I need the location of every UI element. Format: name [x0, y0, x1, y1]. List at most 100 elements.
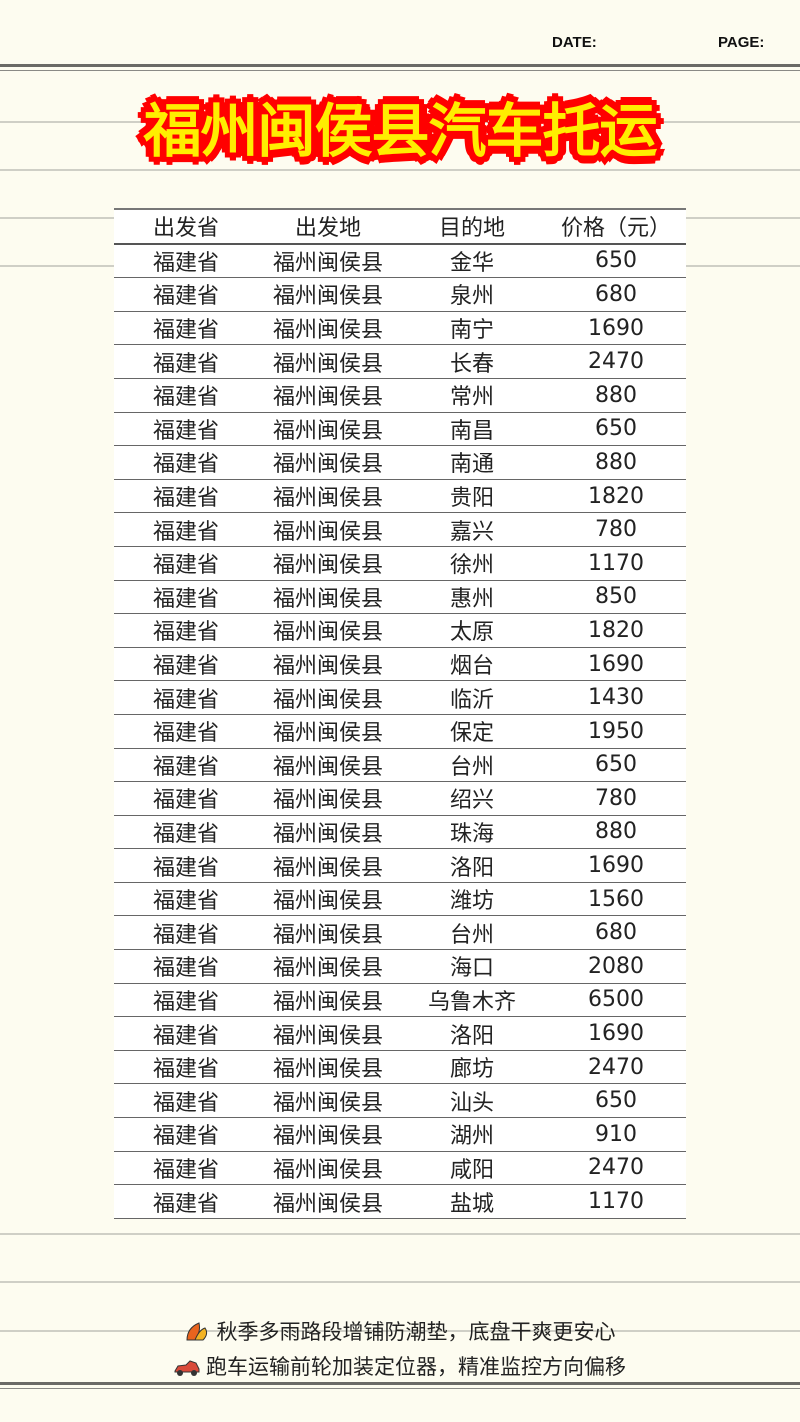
table-row: 福建省 福州闽侯县 廊坊 2470 — [114, 1050, 686, 1085]
table-row: 福建省 福州闽侯县 嘉兴 780 — [114, 512, 686, 547]
destination-cell: 嘉兴 — [398, 512, 546, 547]
origin-cell: 福州闽侯县 — [258, 412, 398, 447]
destination-cell: 咸阳 — [398, 1151, 546, 1186]
origin-cell: 福州闽侯县 — [258, 546, 398, 581]
table-row: 福建省 福州闽侯县 咸阳 2470 — [114, 1151, 686, 1186]
price-cell: 2470 — [546, 344, 686, 379]
origin-cell: 福州闽侯县 — [258, 647, 398, 682]
footer-divider — [0, 1382, 800, 1389]
province-cell: 福建省 — [114, 1050, 258, 1085]
header-divider — [0, 64, 800, 71]
table-row: 福建省 福州闽侯县 南昌 650 — [114, 412, 686, 447]
origin-cell: 福州闽侯县 — [258, 311, 398, 346]
price-cell: 2080 — [546, 949, 686, 984]
destination-cell: 廊坊 — [398, 1050, 546, 1085]
table-row: 福建省 福州闽侯县 海口 2080 — [114, 949, 686, 984]
origin-cell: 福州闽侯县 — [258, 882, 398, 917]
province-cell: 福建省 — [114, 344, 258, 379]
price-cell: 1950 — [546, 714, 686, 749]
destination-cell: 海口 — [398, 949, 546, 984]
origin-cell: 福州闽侯县 — [258, 243, 398, 279]
destination-cell: 长春 — [398, 344, 546, 379]
province-cell: 福建省 — [114, 378, 258, 413]
notebook-line — [0, 1330, 800, 1332]
price-cell: 1690 — [546, 1016, 686, 1051]
date-label: DATE: — [552, 34, 597, 51]
price-cell: 650 — [546, 748, 686, 783]
price-cell: 2470 — [546, 1151, 686, 1186]
table-row: 福建省 福州闽侯县 徐州 1170 — [114, 546, 686, 581]
province-cell: 福建省 — [114, 949, 258, 984]
origin-cell: 福州闽侯县 — [258, 949, 398, 984]
province-cell: 福建省 — [114, 243, 258, 279]
page-label: PAGE: — [718, 34, 765, 51]
origin-cell: 福州闽侯县 — [258, 1050, 398, 1085]
race-car-icon — [174, 1360, 200, 1376]
notebook-line — [0, 1233, 800, 1235]
province-cell: 福建省 — [114, 1016, 258, 1051]
origin-cell: 福州闽侯县 — [258, 344, 398, 379]
origin-cell: 福州闽侯县 — [258, 1151, 398, 1186]
destination-cell: 洛阳 — [398, 848, 546, 883]
table-row: 福建省 福州闽侯县 烟台 1690 — [114, 647, 686, 682]
province-cell: 福建省 — [114, 848, 258, 883]
origin-cell: 福州闽侯县 — [258, 445, 398, 480]
origin-cell: 福州闽侯县 — [258, 378, 398, 413]
price-cell: 680 — [546, 915, 686, 951]
destination-cell: 保定 — [398, 714, 546, 749]
table-row: 福建省 福州闽侯县 保定 1950 — [114, 714, 686, 749]
origin-cell: 福州闽侯县 — [258, 580, 398, 615]
destination-cell: 贵阳 — [398, 479, 546, 514]
table-row: 福建省 福州闽侯县 台州 680 — [114, 915, 686, 951]
price-cell: 1690 — [546, 848, 686, 883]
destination-cell: 乌鲁木齐 — [398, 983, 546, 1018]
table-row: 福建省 福州闽侯县 临沂 1430 — [114, 680, 686, 715]
price-cell: 880 — [546, 815, 686, 850]
origin-cell: 福州闽侯县 — [258, 1117, 398, 1152]
note-line: 秋季多雨路段增铺防潮垫，底盘干爽更安心 — [0, 1316, 800, 1346]
province-cell: 福建省 — [114, 412, 258, 447]
origin-cell: 福州闽侯县 — [258, 1083, 398, 1119]
province-cell: 福建省 — [114, 479, 258, 514]
province-cell: 福建省 — [114, 311, 258, 346]
destination-cell: 南宁 — [398, 311, 546, 346]
table-row: 福建省 福州闽侯县 南宁 1690 — [114, 311, 686, 346]
table-row: 福建省 福州闽侯县 太原 1820 — [114, 613, 686, 648]
province-cell: 福建省 — [114, 1117, 258, 1152]
province-cell: 福建省 — [114, 647, 258, 682]
province-cell: 福建省 — [114, 882, 258, 917]
destination-cell: 洛阳 — [398, 1016, 546, 1051]
origin-cell: 福州闽侯县 — [258, 277, 398, 312]
province-cell: 福建省 — [114, 1083, 258, 1119]
province-cell: 福建省 — [114, 915, 258, 951]
province-cell: 福建省 — [114, 1151, 258, 1186]
price-cell: 1430 — [546, 680, 686, 715]
price-cell: 650 — [546, 243, 686, 279]
origin-cell: 福州闽侯县 — [258, 983, 398, 1018]
price-cell: 650 — [546, 412, 686, 447]
table-row: 福建省 福州闽侯县 贵阳 1820 — [114, 479, 686, 514]
destination-cell: 金华 — [398, 243, 546, 279]
table-row: 福建省 福州闽侯县 汕头 650 — [114, 1083, 686, 1119]
province-cell: 福建省 — [114, 781, 258, 816]
destination-cell: 太原 — [398, 613, 546, 648]
price-cell: 1560 — [546, 882, 686, 917]
price-cell: 1690 — [546, 311, 686, 346]
destination-cell: 烟台 — [398, 647, 546, 682]
origin-cell: 福州闽侯县 — [258, 815, 398, 850]
column-header: 出发省 — [114, 209, 258, 245]
price-cell: 1690 — [546, 647, 686, 682]
table-row: 福建省 福州闽侯县 惠州 850 — [114, 580, 686, 615]
province-cell: 福建省 — [114, 613, 258, 648]
table-row: 福建省 福州闽侯县 绍兴 780 — [114, 781, 686, 816]
price-cell: 780 — [546, 781, 686, 816]
origin-cell: 福州闽侯县 — [258, 748, 398, 783]
notebook-line — [0, 169, 800, 171]
table-row: 福建省 福州闽侯县 乌鲁木齐 6500 — [114, 983, 686, 1018]
price-cell: 1820 — [546, 613, 686, 648]
destination-cell: 汕头 — [398, 1083, 546, 1119]
table-row: 福建省 福州闽侯县 长春 2470 — [114, 344, 686, 379]
price-cell: 880 — [546, 378, 686, 413]
destination-cell: 徐州 — [398, 546, 546, 581]
province-cell: 福建省 — [114, 277, 258, 312]
